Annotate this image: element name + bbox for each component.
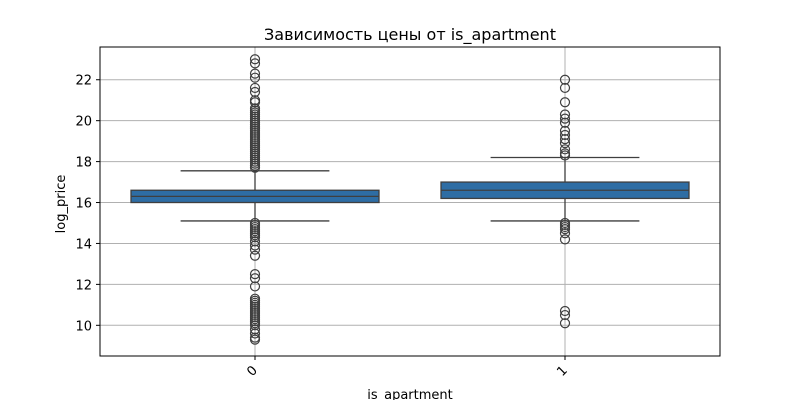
y-axis-ticks: 10 12 14 16 18 20 22 (75, 74, 100, 334)
outlier-point (249, 324, 261, 335)
outlier-point (559, 125, 571, 137)
y-axis-label: log_price (54, 175, 69, 234)
y-tick-label: 20 (75, 115, 92, 130)
outlier-point (559, 74, 571, 85)
y-tick-label: 18 (75, 156, 92, 171)
x-axis-label: is_apartment (367, 388, 453, 400)
y-tick-label: 22 (75, 74, 92, 89)
box-group-1 (440, 74, 690, 329)
outlier-point (559, 138, 571, 149)
outlier-point (559, 97, 571, 108)
boxes (130, 54, 690, 345)
outlier-point (249, 217, 261, 229)
y-tick-label: 10 (75, 319, 92, 334)
outlier-point (559, 113, 571, 124)
outlier-point (249, 273, 261, 284)
outlier-point (249, 54, 261, 65)
outlier-point (249, 250, 261, 261)
outlier-point (559, 148, 571, 159)
chart-title: Зависимость цены от is_apartment (264, 25, 556, 45)
y-tick-label: 14 (75, 237, 92, 252)
outlier-point (559, 228, 571, 239)
outlier-point (249, 332, 261, 343)
outlier-point (249, 58, 261, 69)
outlier-point (559, 117, 571, 128)
outlier-point (559, 234, 571, 245)
outlier-point (559, 133, 571, 145)
y-tick-label: 16 (75, 197, 92, 212)
outlier-point (249, 281, 261, 292)
outlier-point (559, 318, 571, 329)
outlier-point (249, 103, 261, 114)
outlier-point (559, 144, 571, 155)
outlier-point (249, 244, 261, 255)
outlier-point (559, 129, 571, 141)
outlier-point (559, 109, 571, 120)
outlier-point (249, 95, 261, 106)
outlier-point (559, 82, 571, 94)
outlier-point (559, 217, 571, 229)
outlier-point (249, 68, 261, 79)
outlier-point (249, 236, 261, 247)
outlier-point (249, 86, 261, 98)
outlier-point (559, 309, 571, 321)
outlier-point (249, 269, 261, 280)
outlier-point (249, 293, 261, 304)
box-group-0 (130, 54, 380, 345)
outlier-point (249, 72, 261, 83)
plot-area-frame (99, 46, 721, 357)
y-tick-label: 12 (75, 278, 92, 293)
outlier-point (249, 328, 261, 339)
outlier-point (559, 305, 571, 317)
outlier-point (249, 82, 261, 94)
outlier-point (249, 240, 261, 251)
